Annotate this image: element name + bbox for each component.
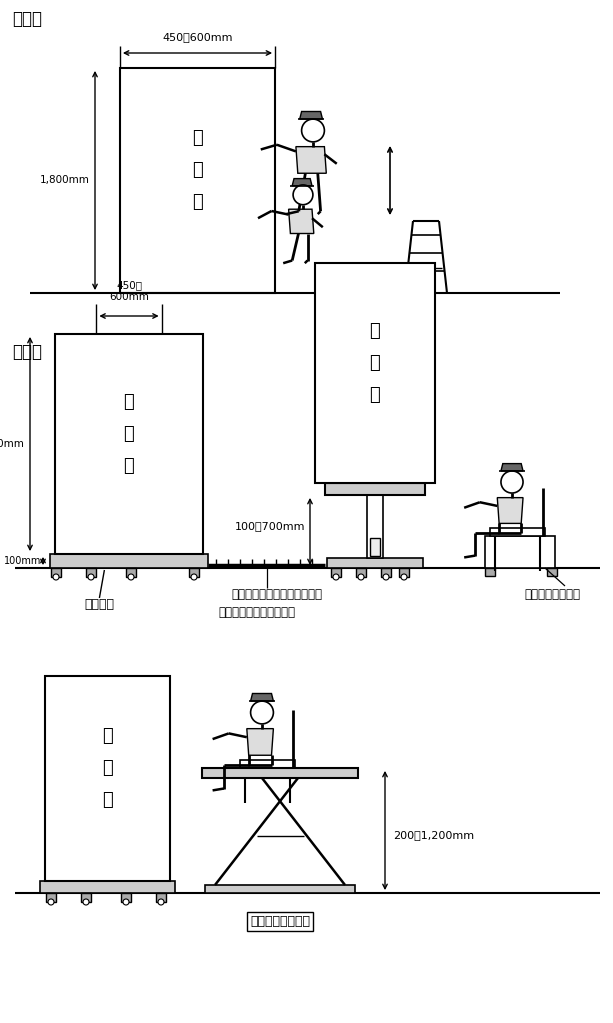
Text: 制
御
盤: 制 御 盤 — [124, 393, 134, 475]
Bar — [156, 893, 166, 902]
Text: 制
御
盤: 制 御 盤 — [192, 130, 203, 212]
Bar — [315, 263, 435, 483]
Text: 1,800mm: 1,800mm — [0, 439, 25, 449]
Bar — [202, 768, 358, 779]
Bar — [356, 568, 366, 577]
Circle shape — [88, 574, 94, 580]
Bar — [485, 568, 495, 576]
Bar — [86, 568, 96, 577]
Bar — [120, 68, 275, 293]
Bar — [189, 568, 199, 577]
Bar — [81, 893, 91, 902]
Bar — [331, 568, 341, 577]
Text: パレット: パレット — [85, 598, 115, 611]
Bar — [205, 885, 355, 893]
Text: 改善前: 改善前 — [12, 10, 42, 28]
Text: 100mm: 100mm — [4, 555, 41, 566]
Text: 油圧リフト２段式: 油圧リフト２段式 — [524, 588, 580, 601]
Text: 制
御
盤: 制 御 盤 — [370, 322, 381, 404]
Bar — [45, 676, 170, 881]
Circle shape — [83, 899, 89, 905]
Text: 450〜600mm: 450〜600mm — [162, 32, 233, 42]
Polygon shape — [501, 463, 523, 471]
Circle shape — [191, 574, 197, 580]
Circle shape — [302, 119, 324, 142]
Polygon shape — [296, 146, 326, 173]
Circle shape — [383, 574, 389, 580]
Circle shape — [158, 899, 164, 905]
Bar — [40, 881, 175, 893]
Bar — [240, 760, 295, 768]
Bar — [121, 893, 131, 902]
Circle shape — [333, 574, 339, 580]
Text: 450〜
600mm: 450〜 600mm — [109, 280, 149, 302]
Bar — [381, 568, 391, 577]
Bar — [46, 893, 56, 902]
Circle shape — [48, 899, 54, 905]
Text: 1,800mm: 1,800mm — [40, 176, 90, 185]
Text: 制
御
盤: 制 御 盤 — [102, 727, 113, 809]
Bar — [490, 528, 545, 536]
Bar — [399, 568, 409, 577]
Bar — [325, 483, 425, 495]
Text: 油圧リフト２段式: 油圧リフト２段式 — [250, 915, 310, 928]
Bar — [50, 554, 208, 568]
Bar — [370, 538, 380, 555]
Bar — [485, 536, 555, 568]
Circle shape — [293, 185, 313, 205]
Bar — [51, 568, 61, 577]
Bar — [367, 493, 383, 558]
Text: 200〜1,200mm: 200〜1,200mm — [393, 831, 474, 841]
Text: グラビティホイールコンベア: グラビティホイールコンベア — [231, 588, 322, 601]
Polygon shape — [497, 497, 523, 524]
Bar — [126, 568, 136, 577]
Bar — [55, 333, 203, 554]
Polygon shape — [292, 179, 312, 186]
Bar — [547, 568, 557, 576]
Text: 低床式油圧リフト１段式: 低床式油圧リフト１段式 — [218, 606, 295, 619]
Circle shape — [501, 471, 523, 493]
Circle shape — [53, 574, 59, 580]
Circle shape — [358, 574, 364, 580]
Circle shape — [128, 574, 134, 580]
Polygon shape — [289, 209, 314, 233]
Polygon shape — [247, 728, 273, 755]
Circle shape — [401, 574, 407, 580]
Circle shape — [123, 899, 129, 905]
Polygon shape — [251, 694, 273, 701]
Polygon shape — [300, 112, 322, 119]
Bar — [327, 558, 423, 568]
Text: 100〜700mm: 100〜700mm — [235, 521, 305, 531]
Circle shape — [251, 701, 273, 724]
Text: 改善後: 改善後 — [12, 343, 42, 361]
